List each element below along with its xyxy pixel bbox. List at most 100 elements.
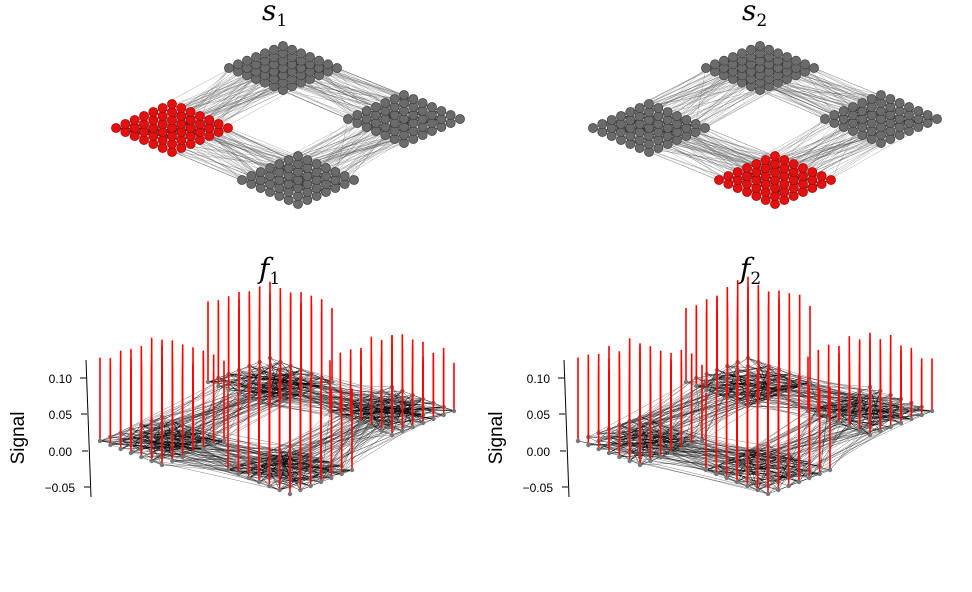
edge — [151, 432, 204, 446]
node — [773, 48, 783, 59]
node — [176, 103, 187, 113]
edge — [629, 357, 749, 430]
edge — [280, 361, 291, 375]
node — [339, 471, 344, 477]
node — [226, 387, 231, 393]
node — [204, 115, 215, 125]
node — [866, 94, 877, 104]
node — [820, 114, 830, 124]
y-axis-label: Signal — [486, 412, 507, 465]
edge — [849, 406, 860, 428]
node — [361, 106, 372, 116]
edge — [758, 369, 769, 391]
node — [349, 467, 355, 473]
node — [427, 102, 437, 112]
edge — [793, 138, 891, 173]
tick-label: 0.10 — [49, 372, 73, 386]
node — [149, 458, 154, 464]
edge — [130, 444, 163, 466]
edge — [307, 167, 336, 181]
edge — [758, 361, 769, 391]
node — [314, 55, 324, 66]
edge — [757, 461, 769, 491]
edge — [629, 460, 758, 491]
edge — [151, 428, 204, 442]
node — [807, 379, 813, 385]
edge — [151, 420, 322, 475]
node — [700, 123, 710, 133]
node — [714, 175, 724, 185]
node — [586, 442, 591, 448]
edge — [736, 473, 769, 487]
node — [287, 44, 297, 55]
edge — [809, 381, 819, 408]
node — [305, 52, 315, 62]
node — [807, 475, 812, 481]
node — [719, 55, 729, 66]
edge — [357, 110, 386, 124]
tick-label: −0.05 — [45, 481, 76, 495]
edge — [161, 416, 194, 446]
node — [760, 155, 771, 165]
node — [648, 458, 653, 464]
edge — [577, 440, 738, 475]
edge — [391, 422, 424, 436]
edge — [297, 167, 327, 181]
edge — [172, 457, 260, 462]
cluster-left — [111, 99, 233, 157]
node — [157, 103, 168, 113]
node — [323, 59, 333, 70]
node — [369, 424, 374, 430]
edge — [320, 414, 403, 475]
edge — [141, 432, 173, 454]
edge — [598, 420, 630, 442]
node — [782, 52, 792, 62]
node — [256, 479, 262, 485]
edge — [650, 420, 682, 442]
node — [817, 471, 822, 477]
edge — [639, 452, 651, 466]
cluster-bottom — [237, 151, 359, 209]
node — [389, 94, 400, 104]
node — [185, 107, 196, 117]
node — [745, 483, 750, 489]
panel-title-f1: f1 — [257, 252, 280, 289]
edge — [812, 134, 863, 173]
edge — [747, 453, 758, 475]
node — [732, 167, 743, 177]
edge — [757, 449, 789, 455]
edge — [818, 402, 850, 408]
edge — [747, 373, 860, 400]
edge — [681, 432, 789, 463]
node — [431, 416, 436, 422]
node — [728, 52, 738, 62]
edge — [859, 410, 891, 416]
node — [298, 487, 303, 493]
tick-label: 0.05 — [49, 408, 73, 422]
edge — [747, 465, 800, 471]
node — [205, 379, 211, 385]
node — [108, 442, 113, 448]
edge — [880, 414, 912, 420]
node — [746, 44, 756, 55]
edge — [190, 131, 219, 145]
edge — [757, 426, 871, 491]
node — [211, 442, 216, 448]
node — [255, 167, 266, 177]
edge — [784, 122, 928, 169]
node — [349, 175, 359, 185]
edge — [182, 456, 260, 483]
node — [293, 151, 303, 161]
node — [625, 107, 636, 117]
node — [274, 159, 285, 169]
cluster-left — [588, 99, 710, 157]
node — [329, 475, 334, 481]
edge — [422, 398, 455, 412]
node — [909, 416, 914, 422]
edge — [706, 369, 718, 391]
cluster-right — [820, 90, 942, 148]
edge — [716, 465, 727, 479]
node — [786, 483, 791, 489]
edge — [676, 82, 743, 117]
node — [929, 408, 935, 414]
